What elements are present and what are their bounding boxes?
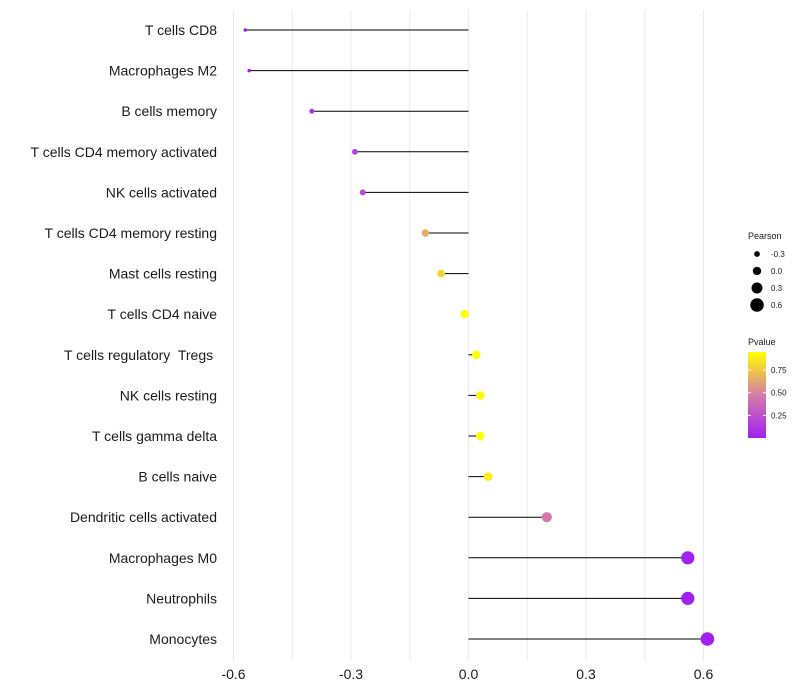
lollipop-dot <box>472 350 481 360</box>
lollipop-dots <box>243 28 715 646</box>
y-category-label: B cells memory <box>121 103 217 119</box>
lollipop-dot <box>475 391 485 400</box>
size-legend-key <box>751 282 763 294</box>
lollipop-dot <box>460 310 469 319</box>
y-category-label: NK cells resting <box>120 387 217 403</box>
y-category-label: T cells CD4 memory resting <box>45 225 217 241</box>
x-tick-label: 0.3 <box>576 666 596 682</box>
x-tick-label: 0.0 <box>459 666 479 682</box>
lollipop-dot <box>681 551 695 565</box>
color-legend-label: 0.25 <box>771 411 787 420</box>
lollipop-stems <box>245 29 708 640</box>
size-legend-key <box>752 266 762 276</box>
y-category-label: Dendritic cells activated <box>70 509 217 525</box>
y-category-label: T cells regulatory Tregs <box>64 347 217 363</box>
size-legend-title: Pearson <box>748 231 782 241</box>
x-tick-label: 0.6 <box>694 666 714 682</box>
y-category-label: NK cells activated <box>106 184 217 200</box>
x-tick-label: -0.3 <box>339 666 363 682</box>
color-legend-label: 0.75 <box>771 366 787 375</box>
size-legend-label: -0.3 <box>771 250 785 259</box>
lollipop-dot <box>421 229 430 237</box>
color-legend-bar <box>748 352 766 438</box>
y-category-label: Mast cells resting <box>109 266 217 282</box>
lollipop-dot <box>700 632 715 646</box>
legend: Pearson -0.3 0.0 0.3 0.6 Pvalue 0.75 0.50 0.2… <box>748 231 787 438</box>
y-category-label: Macrophages M2 <box>109 63 217 79</box>
y-category-label: T cells CD8 <box>145 22 217 38</box>
lollipop-dot <box>437 269 445 278</box>
size-legend-key <box>750 298 764 312</box>
y-category-label: B cells naive <box>138 469 217 485</box>
size-legend-label: 0.3 <box>771 284 783 293</box>
grid-lines <box>233 10 704 661</box>
size-legend-key <box>754 251 760 257</box>
color-legend-title: Pvalue <box>748 337 776 347</box>
y-category-label: Macrophages M0 <box>109 550 217 566</box>
color-legend-label: 0.50 <box>771 389 787 398</box>
y-category-label: Neutrophils <box>146 590 217 606</box>
lollipop-dot <box>247 68 251 73</box>
lollipop-dot <box>681 591 695 605</box>
x-tick-label: -0.6 <box>221 666 245 682</box>
y-category-label: Monocytes <box>149 631 217 647</box>
lollipop-dot <box>359 189 366 196</box>
lollipop-dot <box>483 472 493 481</box>
size-legend: -0.3 0.0 0.3 0.6 <box>750 250 785 312</box>
y-category-label: T cells gamma delta <box>92 428 217 444</box>
lollipop-dot <box>475 431 485 441</box>
color-legend-ticks: 0.75 0.50 0.25 <box>748 366 787 420</box>
lollipop-dot <box>351 148 358 155</box>
lollipop-dot <box>309 108 315 114</box>
y-category-label: T cells CD4 naive <box>108 306 218 322</box>
y-axis-labels: T cells CD8 Macrophages M2 B cells memory T… <box>31 22 218 647</box>
x-axis-ticks: -0.6 -0.3 0.0 0.3 0.6 <box>221 666 713 682</box>
lollipop-dot <box>541 512 552 523</box>
lollipop-dot <box>243 28 247 32</box>
size-legend-label: 0.0 <box>771 267 783 276</box>
size-legend-label: 0.6 <box>771 301 783 310</box>
y-category-label: T cells CD4 memory activated <box>31 144 217 160</box>
